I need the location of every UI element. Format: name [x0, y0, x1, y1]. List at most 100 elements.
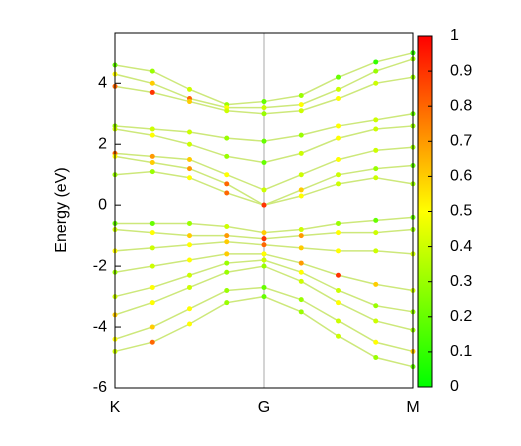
- band-point: [373, 248, 379, 254]
- band-point: [224, 287, 230, 293]
- colorbar-tick-label: 1: [450, 27, 459, 44]
- band-point: [187, 242, 192, 248]
- band-point: [149, 160, 155, 166]
- band-point: [373, 175, 379, 181]
- band-point: [149, 339, 155, 345]
- band-point: [373, 147, 379, 153]
- band-point: [149, 263, 155, 269]
- band-point: [298, 269, 304, 275]
- band-point: [373, 355, 379, 361]
- band-point: [261, 105, 267, 111]
- band-point: [336, 300, 341, 306]
- band-point: [149, 80, 155, 86]
- band-point: [149, 126, 155, 132]
- band-point: [298, 297, 304, 303]
- band-point: [298, 227, 304, 233]
- band-point: [336, 123, 341, 129]
- band-point: [149, 300, 155, 306]
- colorbar-tick-label: 0.3: [450, 273, 472, 290]
- band-point: [373, 117, 379, 123]
- band-point: [187, 141, 192, 147]
- band-point: [261, 187, 267, 193]
- y-tick-label: 4: [98, 74, 107, 91]
- band-point: [224, 260, 230, 266]
- band-point: [298, 260, 304, 266]
- band-point: [298, 92, 304, 98]
- y-tick-label: -4: [93, 318, 107, 335]
- band-point: [373, 230, 379, 236]
- band-point: [224, 223, 230, 229]
- band-point: [224, 269, 230, 275]
- band-point: [224, 251, 230, 257]
- band-point: [261, 138, 267, 144]
- band-point: [336, 181, 341, 187]
- band-point: [224, 233, 230, 239]
- band-point: [261, 257, 267, 263]
- band-point: [261, 230, 267, 236]
- band-point: [298, 233, 304, 239]
- band-point: [373, 217, 379, 223]
- band-point: [298, 193, 304, 199]
- band-point: [149, 153, 155, 159]
- band-point: [261, 284, 267, 290]
- band-point: [149, 230, 155, 236]
- band-point: [261, 99, 267, 105]
- plot-frame: [114, 32, 414, 389]
- band-point: [373, 303, 379, 309]
- band-point: [187, 156, 192, 162]
- band-point: [373, 80, 379, 86]
- band-point: [187, 220, 192, 226]
- band-point: [336, 230, 341, 236]
- band-point: [224, 239, 230, 245]
- band-point: [187, 257, 192, 263]
- band-point: [187, 129, 192, 135]
- band-point: [187, 86, 192, 92]
- band-point: [149, 284, 155, 290]
- band-point: [149, 169, 155, 175]
- y-tick-label: 0: [98, 196, 107, 213]
- colorbar-tick-label: 0.9: [450, 62, 472, 79]
- y-axis-label: Energy (eV): [53, 167, 70, 252]
- band-point: [298, 132, 304, 138]
- band-point: [149, 132, 155, 138]
- band-point: [336, 272, 341, 278]
- band-point: [149, 89, 155, 95]
- band-point: [261, 111, 267, 117]
- y-tick-label: -6: [93, 379, 107, 396]
- y-tick-label: 2: [98, 135, 107, 152]
- x-tick-label: M: [406, 399, 419, 416]
- band-point: [187, 284, 192, 290]
- band-point: [298, 309, 304, 315]
- band-point: [336, 220, 341, 226]
- band-point: [187, 306, 192, 312]
- band-point: [149, 245, 155, 251]
- band-point: [373, 339, 379, 345]
- band-point: [187, 99, 192, 105]
- colorbar-tick-label: 0.4: [450, 238, 472, 255]
- band-point: [373, 59, 379, 65]
- band-point: [261, 202, 267, 208]
- band-point: [261, 242, 267, 248]
- band-point: [298, 245, 304, 251]
- band-point: [336, 74, 341, 80]
- x-tick-label: G: [258, 399, 270, 416]
- band-point: [261, 160, 267, 166]
- band-point: [336, 96, 341, 102]
- y-tick-label: -2: [93, 257, 107, 274]
- band-point: [224, 300, 230, 306]
- band-point: [336, 172, 341, 178]
- band-point: [373, 318, 379, 324]
- band-point: [373, 126, 379, 132]
- band-point: [261, 263, 267, 269]
- band-point: [373, 281, 379, 287]
- band-point: [224, 153, 230, 159]
- colorbar-tick-label: 0.5: [450, 203, 472, 220]
- band-point: [336, 287, 341, 293]
- band-point: [187, 272, 192, 278]
- x-tick-label: K: [110, 399, 121, 416]
- band-point: [336, 333, 341, 339]
- band-point: [149, 68, 155, 74]
- band-point: [149, 220, 155, 226]
- band-point: [261, 294, 267, 300]
